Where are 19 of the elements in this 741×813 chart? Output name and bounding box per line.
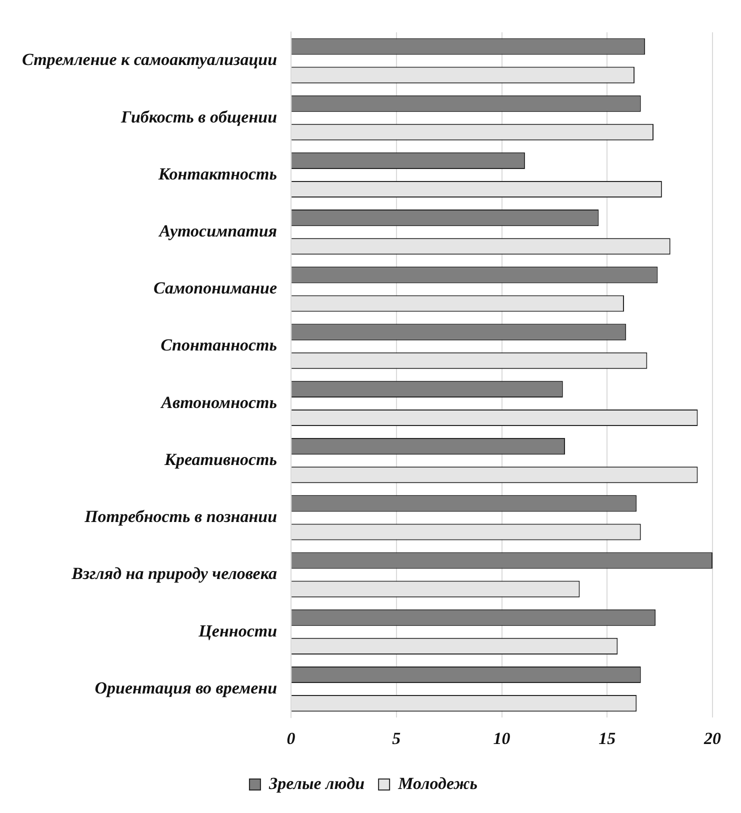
y-tick-label: Креативность	[163, 450, 278, 469]
y-tick-label: Автономность	[160, 392, 278, 412]
y-tick-label: Спонтанность	[160, 336, 278, 355]
x-tick-label: 20	[703, 729, 722, 748]
y-tick-label: Самопонимание	[154, 278, 278, 298]
x-tick-label: 15	[598, 729, 616, 748]
y-tick-label: Контактность	[157, 164, 278, 184]
y-tick-label: Ценности	[198, 621, 278, 640]
y-tick-label: Потребность в познании	[84, 507, 278, 526]
legend-label: Молодежь	[397, 774, 478, 793]
x-tick-label: 10	[493, 729, 511, 748]
x-tick-label: 5	[392, 729, 402, 748]
y-tick-label: Аутосимпатия	[158, 222, 278, 240]
legend-label: Зрелые люди	[268, 774, 365, 793]
y-tick-label: Гибкость в общении	[120, 107, 278, 126]
y-tick-label: Ориентация во времени	[94, 678, 278, 698]
y-tick-label: Взгляд на природу человека	[70, 564, 278, 584]
x-tick-label: 0	[286, 729, 296, 748]
y-tick-label: Стремление к самоактуализации	[22, 50, 278, 70]
